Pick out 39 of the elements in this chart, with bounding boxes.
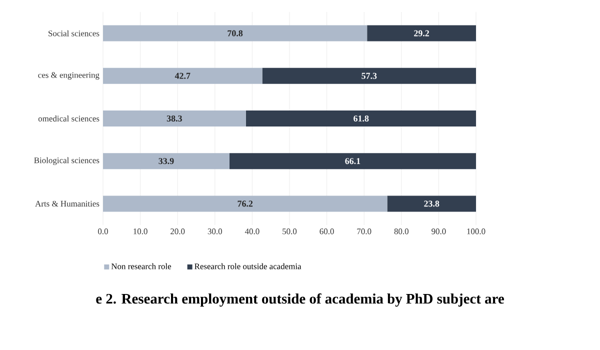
- data-label: 70.8: [228, 30, 243, 36]
- data-label: 29.2: [414, 30, 430, 36]
- bar: [103, 153, 230, 170]
- x-tick-label: 0.0: [98, 228, 108, 234]
- x-tick-label: 80.0: [394, 228, 408, 234]
- data-label: 76.2: [238, 200, 253, 207]
- legend-label: Research role outside academia: [194, 263, 302, 270]
- bar: [103, 25, 368, 42]
- legend-label: Non research role: [111, 263, 172, 270]
- x-tick-label: 60.0: [320, 228, 334, 234]
- y-tick-label: omedical sciences: [38, 116, 100, 122]
- data-label: 66.1: [345, 158, 360, 164]
- bar: [103, 110, 246, 126]
- x-tick-label: 20.0: [170, 228, 185, 234]
- bar: [103, 68, 262, 84]
- x-tick-label: 100.0: [467, 228, 486, 234]
- x-tick-label: 90.0: [432, 228, 446, 234]
- x-tick-label: 10.0: [134, 228, 148, 234]
- data-label: 61.8: [354, 115, 369, 122]
- x-tick-label: 50.0: [282, 228, 297, 234]
- data-label: 33.9: [158, 158, 174, 164]
- y-tick-label: Arts & Humanities: [35, 200, 100, 207]
- bar: [262, 68, 476, 84]
- data-label: 42.7: [174, 72, 190, 79]
- bar: [229, 153, 476, 170]
- y-tick-label: ces & engineering: [38, 72, 100, 80]
- bar: [367, 25, 476, 42]
- x-tick-label: 70.0: [357, 228, 372, 234]
- data-label: 38.3: [166, 115, 182, 122]
- y-tick-label: Social sciences: [48, 30, 100, 36]
- bar: [246, 110, 476, 126]
- x-tick-label: 30.0: [208, 228, 222, 234]
- bar: [387, 196, 476, 212]
- y-tick-label: Biological sciences: [34, 157, 100, 165]
- x-tick-label: 40.0: [244, 228, 260, 234]
- data-label: 23.8: [424, 200, 440, 207]
- text: e 2. Research employment outside of academia by PhD subject are: [96, 293, 504, 307]
- data-label: 57.3: [362, 72, 377, 79]
- bar: [103, 196, 388, 212]
